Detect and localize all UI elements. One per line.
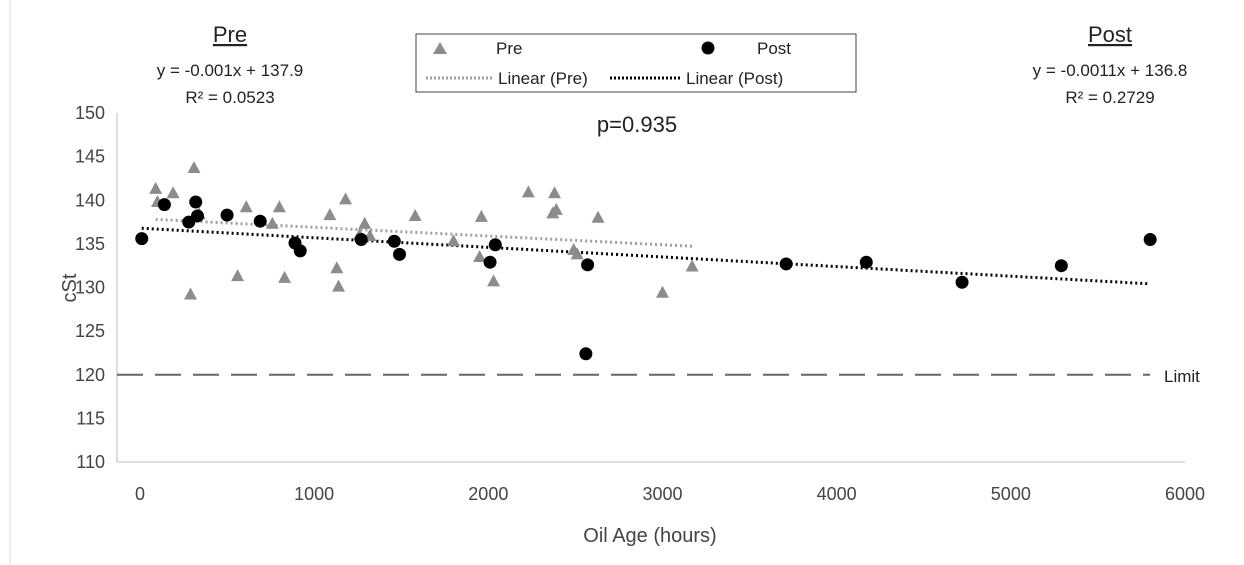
legend-pre-marker xyxy=(433,42,447,54)
trendline-pre xyxy=(155,217,693,248)
pre-r2: R² = 0.0523 xyxy=(185,88,274,107)
pre-point xyxy=(685,259,699,272)
pre-point xyxy=(408,208,422,221)
pre-point xyxy=(231,269,245,282)
x-tick-labels: 0 1000 2000 3000 4000 5000 6000 xyxy=(135,484,1205,504)
pre-point xyxy=(278,270,292,283)
post-point xyxy=(1143,233,1157,247)
post-point xyxy=(579,347,593,361)
y-tick-label: 130 xyxy=(75,278,105,298)
trendlines xyxy=(141,217,1151,286)
legend-post-marker xyxy=(701,41,715,55)
p-value: p=0.935 xyxy=(597,112,677,137)
pre-point xyxy=(265,216,279,229)
pre-point xyxy=(656,285,669,298)
post-point xyxy=(581,258,595,272)
legend-box xyxy=(415,33,857,93)
trendline-post xyxy=(141,226,1151,286)
post-point xyxy=(859,255,873,269)
pre-point xyxy=(548,186,562,199)
pre-point xyxy=(187,160,201,173)
post-point xyxy=(1054,259,1068,273)
post-point xyxy=(483,255,497,269)
post-point xyxy=(190,209,204,223)
post-point xyxy=(189,195,203,209)
pre-equation: y = -0.001x + 137.9 xyxy=(157,61,304,80)
x-tick-label: 4000 xyxy=(817,484,857,504)
y-tick-label: 135 xyxy=(75,234,105,254)
pre-point xyxy=(239,200,253,213)
pre-point xyxy=(166,186,180,199)
x-tick-label: 5000 xyxy=(991,484,1031,504)
y-tick-label: 145 xyxy=(75,147,105,167)
pre-point xyxy=(447,234,460,247)
x-tick-label: 2000 xyxy=(468,484,508,504)
x-tick-label: 3000 xyxy=(642,484,682,504)
post-point xyxy=(135,232,149,246)
pre-point xyxy=(549,202,563,215)
pre-point xyxy=(521,185,535,198)
pre-point xyxy=(149,181,163,194)
pre-point xyxy=(487,274,501,287)
post-point xyxy=(779,257,793,271)
legend-post-label: Post xyxy=(757,39,791,58)
x-tick-label: 1000 xyxy=(294,484,334,504)
post-point xyxy=(393,247,407,261)
pre-point xyxy=(473,249,487,262)
x-axis-title: Oil Age (hours) xyxy=(583,525,716,547)
pre-point xyxy=(184,287,198,300)
post-point xyxy=(293,244,307,258)
y-tick-label: 120 xyxy=(75,365,105,385)
x-tick-label: 0 xyxy=(135,484,145,504)
pre-heading: Pre xyxy=(213,22,247,47)
post-point xyxy=(488,238,502,252)
pre-point xyxy=(330,261,344,274)
pre-point xyxy=(332,279,346,292)
post-equation: y = -0.0011x + 136.8 xyxy=(1033,61,1188,80)
pre-point xyxy=(272,200,286,213)
post-heading: Post xyxy=(1088,22,1132,47)
limit-label: Limit xyxy=(1164,367,1200,386)
y-tick-labels: 110 115 120 125 130 135 140 145 150 xyxy=(75,103,105,472)
pre-point xyxy=(474,209,488,222)
legend-linear-post-label: Linear (Post) xyxy=(686,69,783,88)
y-axis-title: cSt xyxy=(59,273,81,302)
post-point xyxy=(387,234,401,248)
pre-point xyxy=(323,208,337,221)
data-points xyxy=(135,160,1157,361)
pre-point xyxy=(570,247,584,260)
pre-point xyxy=(339,192,353,205)
y-tick-label: 150 xyxy=(75,103,105,123)
post-r2: R² = 0.2729 xyxy=(1065,88,1154,107)
legend: Pre Post Linear (Pre) Linear (Post) xyxy=(415,33,857,93)
pre-point xyxy=(358,216,372,229)
y-tick-label: 140 xyxy=(75,190,105,210)
post-point xyxy=(157,198,171,212)
y-tick-label: 125 xyxy=(75,321,105,341)
pre-point xyxy=(591,210,605,223)
post-point xyxy=(354,233,368,247)
post-point xyxy=(220,208,234,222)
x-tick-label: 6000 xyxy=(1165,484,1205,504)
legend-pre-label: Pre xyxy=(496,39,522,58)
y-tick-label: 110 xyxy=(76,452,105,472)
post-point xyxy=(253,214,267,228)
y-tick-label: 115 xyxy=(76,408,105,428)
post-point xyxy=(955,275,969,289)
legend-linear-pre-label: Linear (Pre) xyxy=(498,69,588,88)
